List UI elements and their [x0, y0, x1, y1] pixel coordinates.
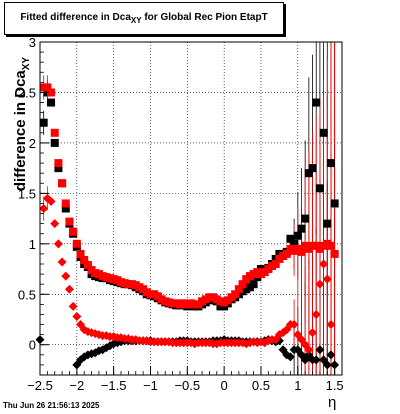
- data-point-square: [297, 247, 306, 256]
- data-point-square: [231, 290, 240, 299]
- x-tick-label: −0.5: [174, 378, 200, 393]
- data-point-diamond: [330, 360, 340, 370]
- y-axis-label: difference in DcaXY: [12, 56, 32, 192]
- y-tick-label: 1.5: [18, 186, 36, 201]
- data-point-square: [54, 164, 63, 173]
- data-point-square: [50, 138, 59, 147]
- x-tick-label: −1.5: [101, 378, 127, 393]
- x-tick-label: 1.5: [326, 378, 344, 393]
- data-point-square: [308, 164, 317, 173]
- data-point-square: [282, 249, 291, 258]
- data-point-diamond: [315, 279, 325, 289]
- plot-frame: [39, 41, 343, 376]
- data-point-square: [58, 179, 67, 188]
- data-point-square: [238, 280, 247, 289]
- data-point-square: [61, 204, 70, 213]
- data-point-square: [304, 169, 313, 178]
- data-point-diamond: [319, 259, 329, 269]
- data-point-diamond: [289, 320, 299, 330]
- data-point-square: [54, 159, 63, 168]
- x-tick-label: −2: [69, 378, 84, 393]
- data-point-square: [301, 214, 310, 223]
- data-point-square: [61, 199, 70, 208]
- data-point-diamond: [64, 284, 74, 294]
- data-point-square: [326, 159, 335, 168]
- data-point-square: [312, 98, 321, 107]
- data-point-square: [76, 249, 85, 258]
- data-point-square: [43, 83, 52, 92]
- data-point-square: [319, 128, 328, 137]
- data-point-square: [326, 241, 335, 250]
- data-point-diamond: [61, 271, 71, 281]
- data-point-diamond: [50, 219, 60, 229]
- x-tick-label: −1: [143, 378, 158, 393]
- chart-title-main: Fitted difference in Dca: [20, 12, 131, 23]
- data-point-square: [249, 280, 258, 289]
- data-point-square: [330, 199, 339, 208]
- x-tick-label: 0.5: [252, 378, 270, 393]
- y-tick-label: 2.5: [18, 85, 36, 100]
- data-point-diamond: [285, 352, 295, 362]
- data-point-diamond: [72, 311, 82, 321]
- data-point-square: [271, 260, 280, 268]
- y-tick-label: 2: [29, 136, 36, 151]
- data-point-diamond: [304, 345, 314, 355]
- data-point-diamond: [326, 320, 336, 330]
- x-tick-label: −2.5: [27, 378, 53, 393]
- data-point-square: [234, 285, 243, 294]
- data-point-square: [83, 261, 92, 270]
- chart-title-subscript: XY: [130, 16, 142, 25]
- data-point-square: [65, 217, 74, 226]
- data-point-square: [286, 234, 295, 243]
- data-point-square: [47, 88, 56, 97]
- data-point-square: [72, 239, 81, 248]
- data-point-diamond: [322, 360, 332, 370]
- data-point-diamond: [53, 239, 63, 249]
- data-point-square: [50, 128, 59, 137]
- data-point-square: [323, 219, 332, 228]
- data-point-diamond: [68, 301, 78, 311]
- x-tick-label: 1: [294, 378, 301, 393]
- data-point-diamond: [46, 196, 56, 206]
- x-axis-label: η: [328, 394, 337, 411]
- data-point-diamond: [330, 249, 340, 259]
- data-point-square: [293, 231, 302, 240]
- timestamp-footer: Thu Jun 26 21:56:13 2025: [3, 401, 100, 410]
- x-tick-label: 0: [221, 378, 228, 393]
- y-tick-label: 0: [29, 338, 36, 353]
- chart-title-suffix: for Global Rec Pion EtapT: [141, 12, 268, 23]
- data-point-square: [69, 227, 78, 236]
- chart-title-box: Fitted difference in DcaXY for Global Re…: [4, 2, 284, 35]
- y-tick-label: 3: [29, 35, 36, 50]
- data-point-diamond: [39, 204, 49, 213]
- data-point-square: [297, 224, 306, 233]
- data-point-square: [290, 239, 299, 248]
- data-point-square: [80, 255, 89, 264]
- data-point-diamond: [57, 257, 67, 267]
- data-point-diamond: [322, 274, 332, 284]
- y-tick-label: 1: [29, 237, 36, 252]
- y-tick-label: 0.5: [18, 287, 36, 302]
- data-point-diamond: [311, 309, 321, 319]
- data-point-diamond: [308, 328, 318, 338]
- chart-title: Fitted difference in DcaXY for Global Re…: [5, 12, 283, 25]
- data-point-diamond: [326, 350, 336, 360]
- data-point-diamond: [315, 345, 325, 355]
- data-point-square: [315, 184, 324, 193]
- data-point-square: [47, 98, 56, 107]
- data-point-diamond: [311, 355, 321, 365]
